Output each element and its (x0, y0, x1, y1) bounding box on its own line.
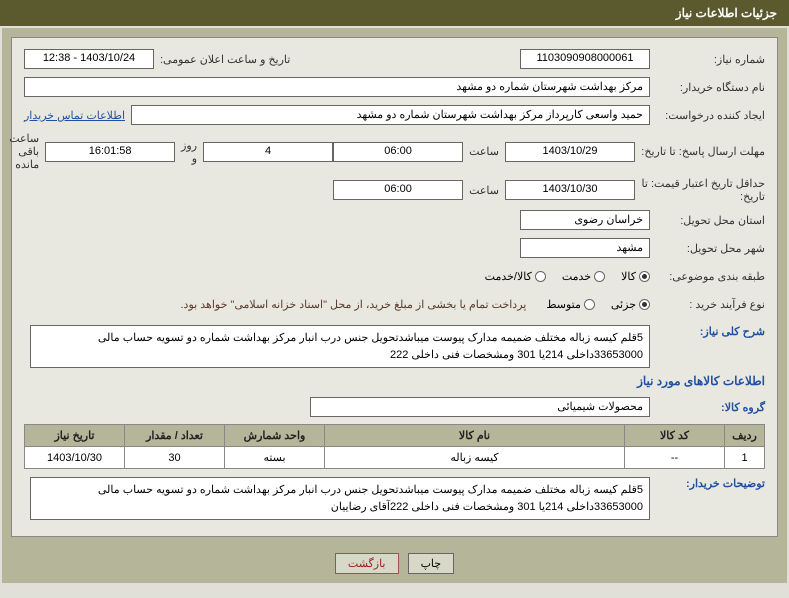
province-label: استان محل تحویل: (650, 214, 765, 227)
summary-label: شرح کلی نیاز: (650, 325, 765, 338)
col-qty: تعداد / مقدار (125, 425, 225, 447)
summary-textarea: 5قلم کیسه زباله مختلف ضمیمه مدارک پیوست … (30, 325, 650, 368)
button-bar: چاپ بازگشت (3, 545, 786, 582)
cell: -- (625, 447, 725, 469)
buyer-org-field: مرکز بهداشت شهرستان شماره دو مشهد (24, 77, 650, 97)
contact-link[interactable]: اطلاعات تماس خریدار (24, 109, 125, 122)
buyer-notes-label: توضیحات خریدار: (650, 477, 765, 490)
announce-field: 1403/10/24 - 12:38 (24, 49, 154, 69)
validity-label: حداقل تاریخ اعتبار قیمت: تا تاریخ: (635, 177, 765, 203)
print-button[interactable]: چاپ (408, 553, 455, 574)
buyer-notes-textarea: 5قلم کیسه زباله مختلف ضمیمه مدارک پیوست … (30, 477, 650, 520)
days-and-label: روز و (181, 139, 197, 165)
radio-service[interactable]: خدمت (562, 270, 605, 283)
cell: بسته (225, 447, 325, 469)
table-row: 1 -- کیسه زباله بسته 30 1403/10/30 (25, 447, 765, 469)
table-header-row: ردیف کد کالا نام کالا واحد شمارش تعداد /… (25, 425, 765, 447)
radio-dot-icon (639, 271, 650, 282)
back-button[interactable]: بازگشت (335, 553, 399, 574)
radio-both[interactable]: کالا/خدمت (485, 270, 546, 283)
outer-frame: شماره نیاز: 1103090908000061 تاریخ و ساع… (2, 28, 787, 583)
buyer-org-label: نام دستگاه خریدار: (650, 81, 765, 94)
category-radio-group: کالا خدمت کالا/خدمت (473, 270, 650, 283)
col-code: کد کالا (625, 425, 725, 447)
category-label: طبقه بندی موضوعی: (650, 270, 765, 283)
radio-dot-icon (594, 271, 605, 282)
need-no-field: 1103090908000061 (520, 49, 650, 69)
remain-label: ساعت باقی مانده (9, 132, 39, 171)
process-radio-group: جزئی متوسط (534, 298, 650, 311)
items-section-title: اطلاعات کالاهای مورد نیاز (24, 374, 765, 388)
group-label: گروه کالا: (650, 401, 765, 414)
days-field: 4 (203, 142, 333, 162)
process-note: پرداخت تمام یا بخشی از مبلغ خرید، از محل… (181, 298, 527, 311)
process-label: نوع فرآیند خرید : (650, 298, 765, 311)
validity-date-field: 1403/10/30 (505, 180, 635, 200)
col-unit: واحد شمارش (225, 425, 325, 447)
radio-dot-icon (639, 299, 650, 310)
requester-label: ایجاد کننده درخواست: (650, 109, 765, 122)
radio-partial[interactable]: جزئی (611, 298, 650, 311)
radio-dot-icon (535, 271, 546, 282)
group-field: محصولات شیمیائی (310, 397, 650, 417)
radio-dot-icon (584, 299, 595, 310)
radio-medium[interactable]: متوسط (546, 298, 595, 311)
province-field: خراسان رضوی (520, 210, 650, 230)
details-panel: شماره نیاز: 1103090908000061 تاریخ و ساع… (11, 37, 778, 537)
cell: 1 (725, 447, 765, 469)
page-title: جزئیات اطلاعات نیاز (676, 6, 777, 20)
items-table: ردیف کد کالا نام کالا واحد شمارش تعداد /… (24, 424, 765, 469)
requester-field: حمید واسعی کارپرداز مرکز بهداشت شهرستان … (131, 105, 650, 125)
time-word-2: ساعت (469, 184, 499, 197)
page-header: جزئیات اطلاعات نیاز (0, 0, 789, 26)
col-name: نام کالا (325, 425, 625, 447)
col-row: ردیف (725, 425, 765, 447)
countdown-field: 16:01:58 (45, 142, 175, 162)
deadline-date-field: 1403/10/29 (505, 142, 635, 162)
col-date: تاریخ نیاز (25, 425, 125, 447)
need-no-label: شماره نیاز: (650, 53, 765, 66)
city-field: مشهد (520, 238, 650, 258)
time-word-1: ساعت (469, 145, 499, 158)
announce-label: تاریخ و ساعت اعلان عمومی: (160, 53, 290, 66)
cell: کیسه زباله (325, 447, 625, 469)
city-label: شهر محل تحویل: (650, 242, 765, 255)
radio-goods[interactable]: کالا (621, 270, 650, 283)
deadline-label: مهلت ارسال پاسخ: تا تاریخ: (635, 145, 765, 158)
cell: 30 (125, 447, 225, 469)
cell: 1403/10/30 (25, 447, 125, 469)
deadline-time-field: 06:00 (333, 142, 463, 162)
validity-time-field: 06:00 (333, 180, 463, 200)
